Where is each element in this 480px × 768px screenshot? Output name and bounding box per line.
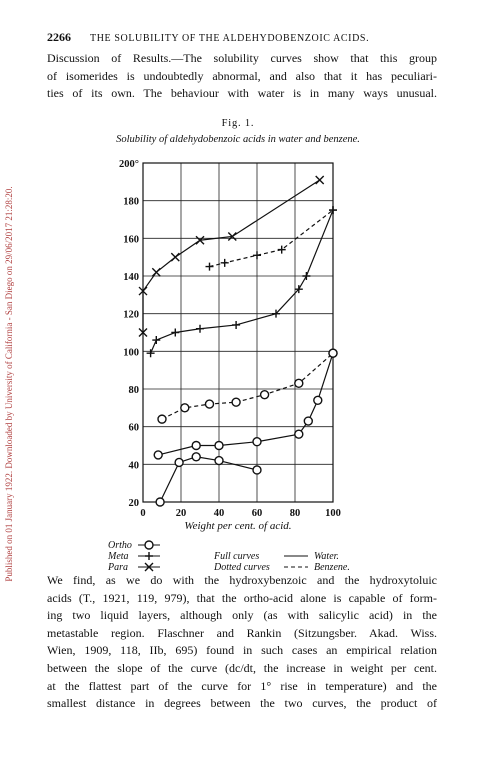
text-line: of isomerides is undoubtedly abnormal, a… — [47, 68, 437, 83]
marker — [191, 440, 201, 451]
legend-meaning: Water. — [314, 551, 339, 562]
marker — [151, 267, 161, 277]
x-tick-label: 100 — [325, 508, 341, 519]
x-tick-label: 0 — [140, 508, 145, 519]
marker — [329, 206, 337, 215]
marker — [272, 309, 280, 318]
curve — [209, 209, 334, 268]
marker — [302, 272, 311, 280]
legend-meaning: Benzene. — [314, 562, 350, 573]
legend-label: Para — [107, 562, 128, 573]
marker — [328, 348, 338, 358]
marker — [220, 258, 229, 267]
legend-marker — [145, 552, 153, 560]
running-title: THE SOLUBILITY OF THE ALDEHYDOBENZOIC AC… — [90, 33, 369, 44]
text-line: metastable region. Flaschner and Rankin … — [47, 625, 437, 640]
legend-label: Dotted curves — [213, 562, 270, 573]
marker — [153, 450, 163, 460]
marker — [146, 349, 155, 358]
x-tick-label: 20 — [176, 508, 187, 519]
x-tick-label: 60 — [252, 508, 263, 519]
figure-title: Fig. 1. — [222, 118, 255, 129]
marker — [294, 285, 303, 294]
text-line: ing two liquid layers, although only (as… — [47, 608, 437, 623]
marker — [252, 437, 262, 447]
marker — [294, 378, 304, 389]
y-tick-label: 20 — [129, 498, 140, 509]
y-tick-label: 40 — [129, 460, 140, 471]
text-line: Discussion of Results.—The solubility cu… — [47, 51, 437, 65]
y-tick-label: 140 — [123, 272, 139, 283]
marker — [180, 403, 190, 413]
marker — [277, 245, 286, 254]
marker — [170, 252, 180, 262]
marker — [227, 231, 237, 241]
legend-marker — [144, 562, 154, 572]
marker — [315, 175, 325, 185]
y-tick-label: 80 — [129, 385, 140, 396]
x-tick-label: 80 — [290, 508, 301, 519]
legend-marker — [144, 540, 154, 550]
marker — [313, 395, 323, 405]
text-line: acids (T., 1921, 119, 979), that the ort… — [47, 590, 437, 605]
legend-label: Full curves — [213, 551, 259, 562]
side-note: Published on 01 January 1922. Downloaded… — [4, 186, 14, 581]
marker — [303, 416, 313, 426]
x-tick-label: 40 — [214, 508, 225, 519]
marker — [195, 235, 205, 245]
curve — [150, 209, 334, 354]
marker — [196, 324, 204, 333]
text-line: Wien, 1909, 118, IIb, 695) found in such… — [47, 643, 437, 658]
marker — [259, 389, 270, 400]
marker — [157, 414, 167, 424]
text-line: smallest distance in degrees between the… — [47, 696, 437, 711]
marker — [171, 328, 180, 337]
marker — [155, 497, 165, 507]
text-line: between the slope of the curve (dc/dt, t… — [47, 661, 437, 675]
marker — [214, 455, 224, 466]
text-line: We find, as we do with the hydroxybenzoi… — [47, 573, 437, 587]
y-tick-label: 180 — [123, 197, 139, 208]
legend-label: Meta — [107, 551, 129, 562]
y-tick-label: 200° — [119, 159, 139, 170]
marker — [138, 328, 148, 337]
x-axis-label: Weight per cent. of acid. — [184, 520, 291, 532]
marker — [205, 262, 214, 271]
y-tick-label: 120 — [123, 310, 139, 321]
text-line: at the flattest part of the curve for 1°… — [47, 678, 437, 693]
marker — [214, 440, 224, 451]
marker — [152, 336, 161, 345]
y-tick-label: 100 — [123, 347, 139, 358]
marker — [231, 397, 241, 407]
marker — [174, 457, 184, 468]
y-tick-label: 160 — [123, 234, 139, 245]
y-tick-label: 60 — [129, 423, 140, 434]
figure-caption: Solubility of aldehydobenzoic acids in w… — [116, 134, 360, 145]
marker — [252, 465, 262, 475]
marker — [232, 320, 241, 329]
marker — [204, 399, 215, 409]
marker — [191, 452, 201, 462]
legend-label: Ortho — [108, 540, 132, 551]
marker — [294, 429, 304, 439]
text-line: ties of its own. The behaviour with wate… — [47, 86, 437, 101]
marker — [138, 286, 148, 296]
curve — [142, 179, 321, 333]
marker — [253, 251, 261, 260]
page-number: 2266 — [47, 30, 71, 44]
